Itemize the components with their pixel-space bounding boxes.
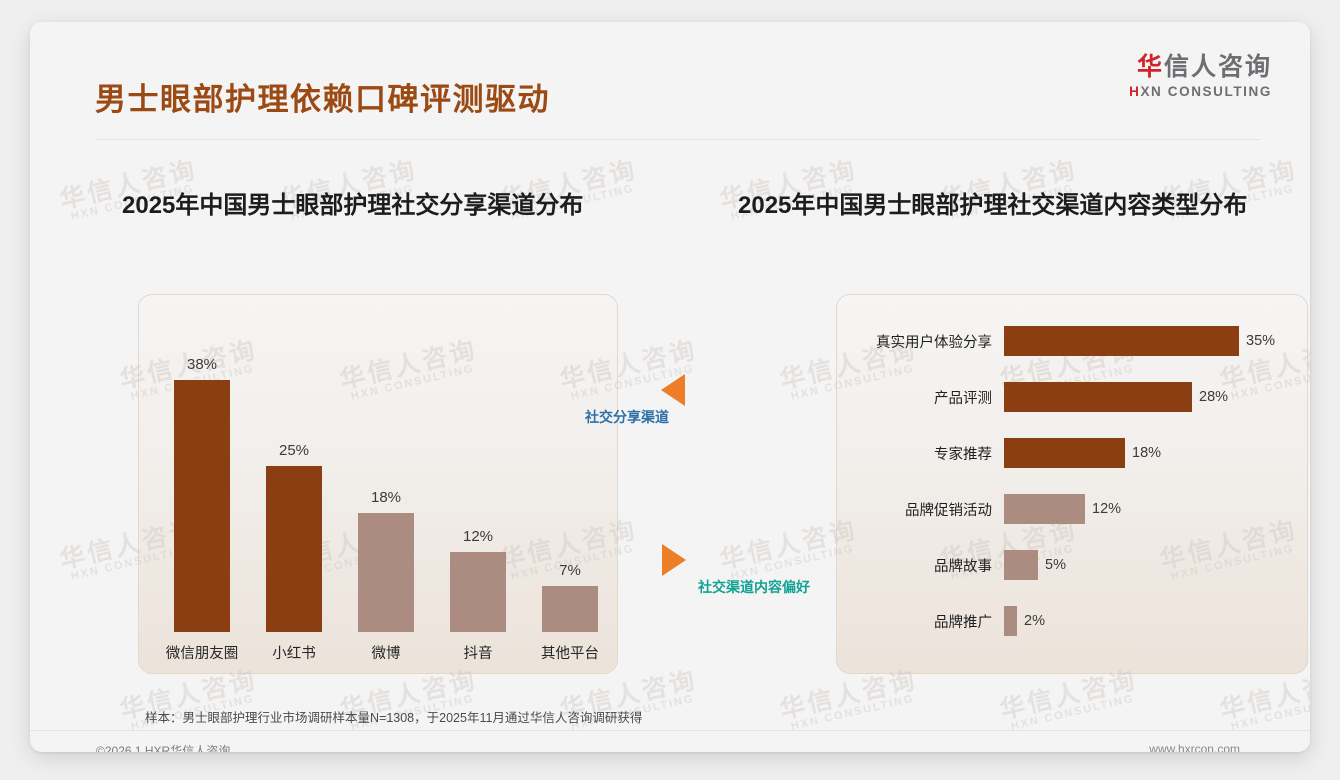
column-group: 18% 微博 — [340, 322, 432, 662]
section-title-right: 2025年中国男士眼部护理社交渠道内容类型分布 — [738, 192, 1248, 219]
bar-fill[interactable] — [1004, 494, 1085, 524]
column-value-label: 12% — [462, 528, 494, 545]
column-category-label: 抖音 — [463, 646, 493, 662]
column-value-label: 38% — [186, 356, 218, 373]
logo-english-text: HXN CONSULTING — [1032, 84, 1272, 99]
arrow-right-icon — [662, 544, 686, 576]
column-group: 38% 微信朋友圈 — [156, 322, 248, 662]
bar-row: 真实用户体验分享 35% — [836, 326, 1306, 356]
column-bar-wrap: 18% — [358, 322, 414, 632]
bar-value-label: 35% — [1246, 333, 1276, 349]
column-value-label: 7% — [559, 562, 581, 579]
bar-category-label: 专家推荐 — [934, 446, 992, 463]
bar-track: 12% — [1004, 494, 1306, 524]
bar-category-label: 产品评测 — [934, 390, 992, 407]
column-bar-wrap: 12% — [450, 322, 506, 632]
column-chart-social-channels: 38% 微信朋友圈 25% 小红书 18% 微博 12% 抖音 7% 其他平台 — [138, 294, 616, 672]
bar-value-label: 12% — [1092, 501, 1122, 517]
column-category-label: 小红书 — [272, 646, 316, 662]
section-title-left: 2025年中国男士眼部护理社交分享渠道分布 — [122, 192, 584, 219]
footer-website: www.hxrcon.com — [1149, 742, 1240, 752]
header-divider — [95, 139, 1260, 140]
column-bar-wrap: 7% — [542, 322, 598, 632]
column-category-label: 微博 — [371, 646, 401, 662]
logo-cn-gray: 信人咨询 — [1163, 53, 1272, 81]
company-logo: 华信人咨询 HXN CONSULTING — [1032, 53, 1272, 99]
chart-panel-right — [836, 294, 1308, 674]
column-value-label: 18% — [370, 489, 402, 506]
bar-row: 品牌故事 5% — [836, 550, 1306, 580]
bar-track: 5% — [1004, 550, 1306, 580]
bar-value-label: 2% — [1024, 613, 1045, 629]
sample-note: 样本：男士眼部护理行业市场调研样本量N=1308，于2025年11月通过华信人咨… — [145, 711, 643, 725]
bar-category-label: 品牌推广 — [934, 614, 992, 631]
bar-fill[interactable] — [1004, 550, 1038, 580]
column-bar[interactable] — [542, 586, 598, 632]
logo-en-red: H — [1129, 83, 1141, 99]
bar-category-label: 真实用户体验分享 — [876, 334, 992, 351]
bar-track: 35% — [1004, 326, 1306, 356]
bar-fill[interactable] — [1004, 438, 1125, 468]
footer-divider — [30, 730, 1310, 731]
column-group: 12% 抖音 — [432, 322, 524, 662]
column-group: 25% 小红书 — [248, 322, 340, 662]
annotation-label-2: 社交渠道内容偏好 — [698, 579, 810, 595]
annotation-label-1: 社交分享渠道 — [585, 409, 669, 425]
bar-category-label: 品牌故事 — [934, 558, 992, 575]
column-value-label: 25% — [278, 442, 310, 459]
bar-track: 18% — [1004, 438, 1306, 468]
column-bar[interactable] — [174, 380, 230, 632]
bar-category-label: 品牌促销活动 — [905, 502, 992, 519]
slide-header: 男士眼部护理依赖口碑评测驱动 华信人咨询 HXN CONSULTING — [30, 22, 1310, 117]
bar-track: 2% — [1004, 606, 1306, 636]
footer-copyright: ©2026.1 HXR华信人咨询 — [96, 744, 231, 752]
column-category-label: 微信朋友圈 — [165, 646, 239, 662]
bar-value-label: 18% — [1132, 445, 1162, 461]
column-bar[interactable] — [266, 466, 322, 632]
logo-cn-red: 华 — [1136, 53, 1164, 81]
slide-footer: ©2026.1 HXR华信人咨询 www.hxrcon.com — [30, 731, 1310, 752]
column-category-label: 其他平台 — [541, 646, 599, 662]
bar-track: 28% — [1004, 382, 1306, 412]
arrow-left-icon — [661, 374, 685, 406]
bar-fill[interactable] — [1004, 606, 1017, 636]
bar-value-label: 5% — [1045, 557, 1066, 573]
page-title: 男士眼部护理依赖口碑评测驱动 — [95, 82, 550, 117]
logo-en-gray: XN CONSULTING — [1140, 83, 1272, 99]
column-bar-wrap: 25% — [266, 322, 322, 632]
bar-row: 产品评测 28% — [836, 382, 1306, 412]
bar-chart-content-types: 真实用户体验分享 35% 产品评测 28% 专家推荐 18% 品牌促销活动 12% 品牌故事 5%… — [836, 294, 1306, 672]
bar-value-label: 28% — [1199, 389, 1229, 405]
column-bar[interactable] — [358, 513, 414, 632]
column-bar-wrap: 38% — [174, 322, 230, 632]
logo-chinese-text: 华信人咨询 — [1032, 53, 1272, 82]
slide-canvas: 华信人咨询 HXN CONSULTING 华信人咨询 HXN CONSULTING 华信… — [30, 22, 1310, 752]
bar-row: 品牌促销活动 12% — [836, 494, 1306, 524]
bar-fill[interactable] — [1004, 326, 1239, 356]
column-group: 7% 其他平台 — [524, 322, 616, 662]
bar-fill[interactable] — [1004, 382, 1192, 412]
bar-row: 品牌推广 2% — [836, 606, 1306, 636]
column-bar[interactable] — [450, 552, 506, 632]
bar-row: 专家推荐 18% — [836, 438, 1306, 468]
